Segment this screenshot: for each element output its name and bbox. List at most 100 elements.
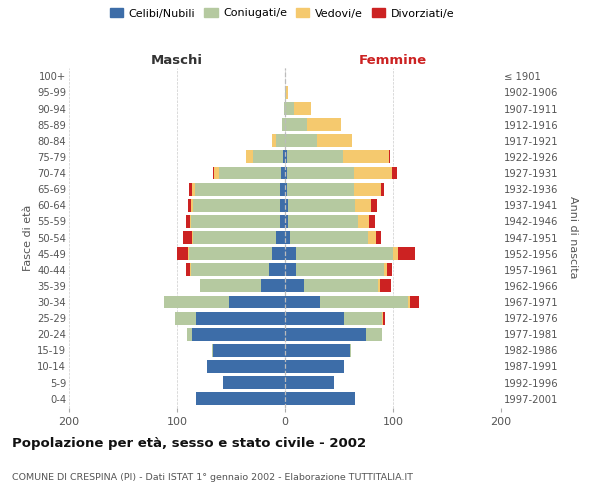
Bar bbox=[285, 312, 344, 324]
Bar bbox=[371, 199, 377, 211]
Bar bbox=[358, 215, 369, 228]
Bar bbox=[350, 344, 351, 356]
Bar bbox=[285, 102, 293, 115]
Y-axis label: Anni di nascita: Anni di nascita bbox=[568, 196, 578, 279]
Bar bbox=[398, 247, 415, 260]
Bar bbox=[368, 231, 376, 244]
Bar bbox=[320, 296, 408, 308]
Bar bbox=[175, 312, 196, 324]
Bar bbox=[190, 215, 191, 228]
Bar bbox=[290, 231, 368, 244]
Bar bbox=[214, 166, 219, 179]
Bar bbox=[376, 231, 381, 244]
Bar bbox=[189, 247, 272, 260]
Bar bbox=[229, 296, 285, 308]
Bar bbox=[200, 280, 261, 292]
Bar bbox=[212, 344, 285, 356]
Bar bbox=[296, 247, 393, 260]
Bar bbox=[177, 247, 188, 260]
Bar bbox=[280, 215, 285, 228]
Bar bbox=[285, 376, 334, 389]
Bar bbox=[380, 280, 391, 292]
Text: COMUNE DI CRESPINA (PI) - Dati ISTAT 1° gennaio 2002 - Elaborazione TUTTITALIA.I: COMUNE DI CRESPINA (PI) - Dati ISTAT 1° … bbox=[12, 472, 413, 482]
Bar bbox=[293, 102, 311, 115]
Bar bbox=[196, 312, 285, 324]
Bar bbox=[285, 264, 296, 276]
Bar bbox=[188, 199, 191, 211]
Bar bbox=[382, 312, 383, 324]
Bar bbox=[285, 134, 317, 147]
Bar bbox=[192, 328, 285, 340]
Bar bbox=[277, 134, 285, 147]
Bar bbox=[355, 199, 371, 211]
Bar bbox=[392, 166, 397, 179]
Bar bbox=[192, 231, 193, 244]
Bar bbox=[191, 215, 280, 228]
Bar bbox=[385, 264, 386, 276]
Bar bbox=[287, 150, 343, 164]
Bar bbox=[192, 182, 196, 196]
Bar bbox=[184, 231, 192, 244]
Y-axis label: Fasce di età: Fasce di età bbox=[23, 204, 33, 270]
Bar bbox=[285, 280, 304, 292]
Bar bbox=[285, 199, 288, 211]
Bar bbox=[191, 199, 193, 211]
Legend: Celibi/Nubili, Coniugati/e, Vedovi/e, Divorziati/e: Celibi/Nubili, Coniugati/e, Vedovi/e, Di… bbox=[110, 8, 454, 18]
Bar bbox=[389, 150, 390, 164]
Bar bbox=[189, 182, 192, 196]
Bar bbox=[285, 344, 350, 356]
Bar bbox=[212, 166, 214, 179]
Bar bbox=[283, 150, 285, 164]
Bar bbox=[185, 264, 190, 276]
Bar bbox=[378, 280, 380, 292]
Bar bbox=[187, 328, 192, 340]
Bar bbox=[185, 215, 190, 228]
Bar bbox=[288, 199, 355, 211]
Bar bbox=[285, 231, 290, 244]
Bar bbox=[191, 264, 269, 276]
Bar bbox=[223, 376, 285, 389]
Bar bbox=[188, 247, 189, 260]
Bar bbox=[272, 247, 285, 260]
Bar bbox=[344, 312, 382, 324]
Bar bbox=[280, 182, 285, 196]
Bar bbox=[354, 182, 381, 196]
Bar bbox=[246, 150, 253, 164]
Bar bbox=[410, 296, 419, 308]
Bar bbox=[190, 264, 191, 276]
Bar bbox=[307, 118, 341, 131]
Bar bbox=[296, 264, 385, 276]
Bar bbox=[282, 118, 285, 131]
Bar bbox=[285, 86, 286, 99]
Bar bbox=[284, 102, 285, 115]
Bar bbox=[285, 182, 287, 196]
Bar bbox=[277, 231, 285, 244]
Bar bbox=[272, 134, 277, 147]
Bar bbox=[317, 134, 352, 147]
Bar bbox=[386, 264, 392, 276]
Bar bbox=[261, 280, 285, 292]
Bar bbox=[287, 182, 354, 196]
Bar bbox=[164, 296, 229, 308]
Bar bbox=[288, 215, 358, 228]
Bar bbox=[219, 166, 281, 179]
Bar bbox=[285, 118, 307, 131]
Bar bbox=[285, 215, 288, 228]
Bar bbox=[269, 264, 285, 276]
Bar bbox=[281, 166, 285, 179]
Bar bbox=[393, 247, 398, 260]
Bar bbox=[304, 280, 378, 292]
Bar bbox=[196, 182, 280, 196]
Bar bbox=[285, 360, 344, 373]
Bar bbox=[366, 328, 382, 340]
Bar bbox=[285, 392, 355, 405]
Bar bbox=[196, 392, 285, 405]
Bar bbox=[381, 182, 385, 196]
Text: Maschi: Maschi bbox=[151, 54, 203, 66]
Bar bbox=[286, 86, 288, 99]
Bar bbox=[285, 296, 320, 308]
Bar bbox=[285, 247, 296, 260]
Text: Femmine: Femmine bbox=[359, 54, 427, 66]
Bar bbox=[369, 215, 374, 228]
Bar bbox=[193, 231, 277, 244]
